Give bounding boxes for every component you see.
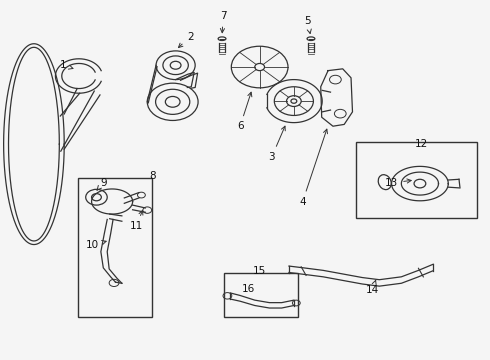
Text: 16: 16 bbox=[242, 284, 255, 294]
Text: 1: 1 bbox=[60, 60, 73, 70]
Text: 9: 9 bbox=[97, 178, 107, 190]
Text: 12: 12 bbox=[415, 139, 428, 149]
Bar bbox=[78, 178, 152, 317]
Text: 10: 10 bbox=[86, 240, 106, 250]
Text: 3: 3 bbox=[269, 126, 285, 162]
Bar bbox=[356, 142, 477, 218]
Text: 13: 13 bbox=[385, 178, 411, 188]
Text: 8: 8 bbox=[149, 171, 155, 181]
Text: 5: 5 bbox=[304, 17, 311, 33]
Text: 4: 4 bbox=[299, 129, 327, 207]
Text: 15: 15 bbox=[253, 266, 266, 276]
Text: 2: 2 bbox=[178, 32, 194, 48]
Text: 7: 7 bbox=[220, 12, 226, 33]
Text: 6: 6 bbox=[237, 92, 252, 131]
Bar bbox=[224, 273, 298, 317]
Text: 14: 14 bbox=[366, 280, 379, 296]
Text: 11: 11 bbox=[130, 211, 143, 231]
